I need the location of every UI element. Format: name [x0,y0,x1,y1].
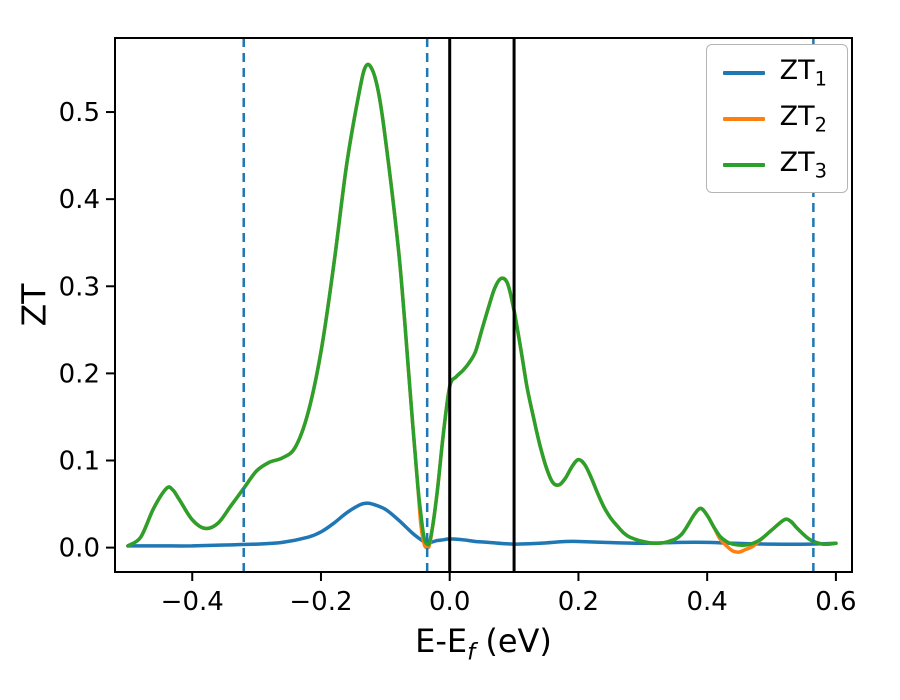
vlines-group [242,38,815,572]
zt3-line-swatch [722,162,765,167]
y-tick-label: 0.5 [59,98,100,128]
y-tick-label: 0.1 [59,446,100,476]
legend-label-zt1: ZT1 [779,55,827,91]
axes-spines [114,37,853,573]
y-tick-label: 0.3 [59,272,100,302]
y-tick-label: 0.0 [59,534,100,564]
legend-item-zt3: ZT3 [722,146,827,183]
legend-item-zt1: ZT1 [722,55,827,91]
y-axis-label: ZT [14,283,54,327]
y-tick-label: 0.4 [59,185,100,215]
y-tick-label: 0.2 [59,359,100,389]
zt2-line-swatch [722,116,765,121]
x-axis-label: E-Ef (eV) [115,622,852,665]
legend: ZT1 ZT2 ZT3 [705,44,848,194]
series-zt3-line [126,62,838,548]
x-axis-label-prefix: E-E [415,622,468,660]
legend-item-zt2: ZT2 [722,100,827,137]
legend-label-zt2: ZT2 [779,100,827,137]
x-tick-label: 0.6 [815,587,856,617]
x-tick-label: −0.4 [161,587,224,617]
series-zt1-line [126,501,838,548]
x-axis-label-suffix: (eV) [475,622,552,660]
x-tick-label: 0.4 [686,587,727,617]
series-group [126,62,838,554]
x-axis-label-sub: f [467,639,476,666]
x-tick-label: 0.2 [558,587,599,617]
legend-label-zt3: ZT3 [779,146,827,183]
x-tick-label: 0.0 [429,587,470,617]
x-tick-label: −0.2 [289,587,352,617]
zt1-line-swatch [722,70,765,75]
